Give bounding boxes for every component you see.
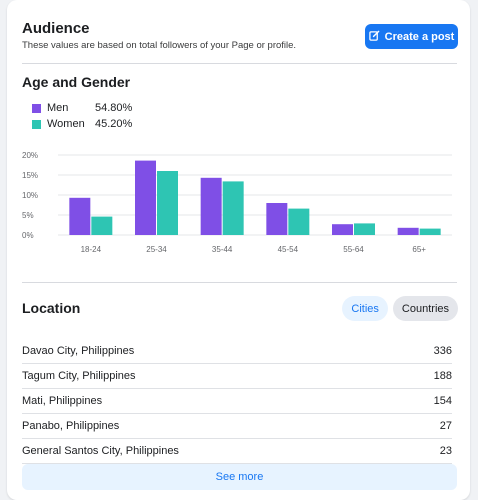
bar-men-55-64[interactable]: [332, 224, 353, 235]
list-item: General Santos City, Philippines 23: [22, 439, 452, 464]
list-item: Mati, Philippines 154: [22, 389, 452, 414]
audience-card: Audience These values are based on total…: [7, 0, 470, 500]
create-post-button[interactable]: Create a post: [365, 24, 458, 49]
bar-women-25-34[interactable]: [157, 171, 178, 235]
bar-women-45-54[interactable]: [288, 208, 310, 235]
x-tick-label: 35-44: [212, 245, 233, 254]
age-gender-title: Age and Gender: [22, 74, 131, 90]
age-gender-bar-chart: 0% 5% 10% 15% 20% 18-24 25-34 35-44 45-54 55-64 65…: [22, 151, 452, 254]
location-name: Mati, Philippines: [22, 395, 103, 407]
create-post-label: Create a post: [384, 30, 455, 43]
location-name: Panabo, Philippines: [22, 420, 120, 432]
bar-men-65+[interactable]: [397, 227, 419, 235]
legend-swatch-men: [32, 103, 41, 113]
location-list: Davao City, Philippines 336 Tagum City, …: [22, 339, 452, 464]
location-name: General Santos City, Philippines: [22, 445, 179, 457]
bar-women-18-24[interactable]: [91, 216, 113, 235]
bar-men-45-54[interactable]: [266, 203, 288, 235]
y-tick-label: 15%: [22, 171, 38, 180]
bar-women-35-44[interactable]: [222, 181, 244, 235]
legend-value: 45.20%: [95, 118, 133, 130]
tab-cities[interactable]: Cities: [342, 296, 388, 321]
legend-label: Men: [47, 102, 69, 114]
location-count: 23: [439, 445, 452, 457]
x-tick-label: 55-64: [343, 245, 364, 254]
y-tick-label: 0%: [22, 231, 34, 240]
tab-countries[interactable]: Countries: [392, 296, 458, 321]
location-name: Tagum City, Philippines: [22, 370, 136, 382]
bar-women-55-64[interactable]: [354, 223, 375, 235]
x-tick-label: 18-24: [81, 245, 102, 254]
y-tick-label: 10%: [22, 191, 38, 200]
location-name: Davao City, Philippines: [22, 345, 135, 357]
bar-men-18-24[interactable]: [69, 197, 91, 235]
audience-title: Audience: [22, 20, 90, 37]
legend-item-women: Women 45.20%: [32, 116, 132, 132]
list-item: Panabo, Philippines 27: [22, 414, 452, 439]
location-count: 154: [433, 395, 452, 407]
location-tabs: Cities Countries: [342, 296, 458, 321]
x-tick-label: 25-34: [146, 245, 167, 254]
y-tick-label: 20%: [22, 151, 38, 160]
see-more-button[interactable]: See more: [22, 464, 457, 490]
location-count: 27: [439, 420, 452, 432]
list-item: Tagum City, Philippines 188: [22, 364, 452, 389]
audience-subtitle: These values are based on total follower…: [22, 40, 297, 51]
bar-men-35-44[interactable]: [200, 177, 222, 235]
legend-label: Women: [47, 118, 85, 130]
location-count: 188: [433, 370, 452, 382]
legend-swatch-women: [32, 119, 41, 129]
bar-men-25-34[interactable]: [135, 160, 156, 235]
x-tick-label: 45-54: [278, 245, 299, 254]
y-tick-label: 5%: [22, 211, 34, 220]
list-item: Davao City, Philippines 336: [22, 339, 452, 364]
location-title: Location: [22, 300, 81, 316]
divider: [22, 282, 457, 283]
chart-legend: Men 54.80% Women 45.20%: [32, 100, 132, 132]
location-count: 336: [433, 345, 452, 357]
bar-women-65+[interactable]: [419, 228, 441, 235]
legend-item-men: Men 54.80%: [32, 100, 132, 116]
edit-icon: [368, 30, 380, 44]
divider: [22, 63, 457, 64]
legend-value: 54.80%: [95, 102, 133, 114]
x-tick-label: 65+: [412, 245, 426, 254]
